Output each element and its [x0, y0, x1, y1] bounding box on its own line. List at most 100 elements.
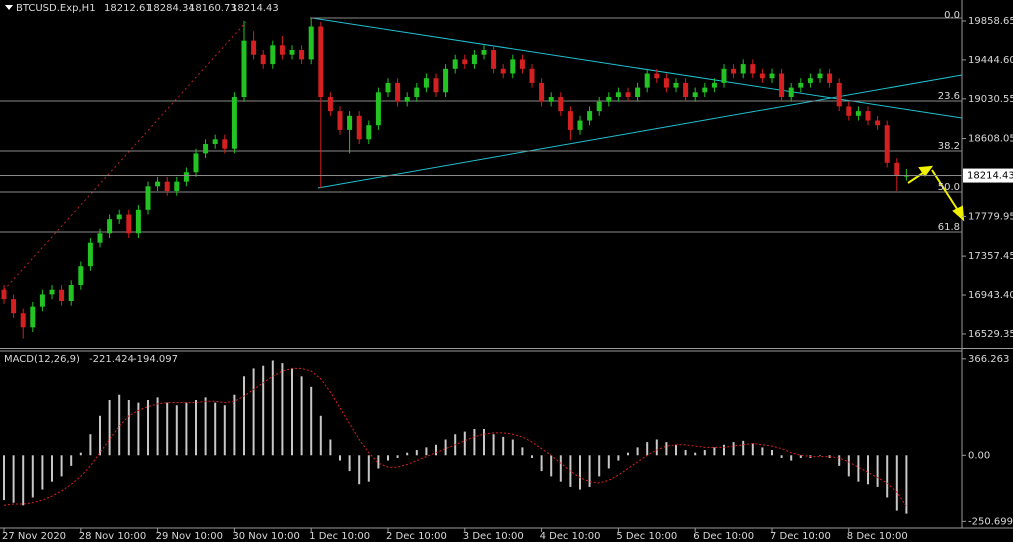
candle-body	[471, 54, 477, 65]
macd-bar	[223, 405, 226, 456]
candle-body	[30, 306, 36, 328]
x-tick-label: 3 Dec 10:00	[463, 531, 524, 542]
candle-body	[740, 64, 746, 74]
macd-bar	[185, 402, 188, 456]
candle-body	[625, 92, 631, 98]
macd-bar	[857, 455, 860, 482]
x-tick-label: 5 Dec 10:00	[616, 531, 677, 542]
y-tick-label: 18608.05	[968, 134, 1013, 145]
macd-bar	[521, 447, 524, 456]
candle-body	[260, 54, 266, 65]
macd-bar	[70, 455, 73, 466]
macd-bar	[771, 450, 773, 456]
macd-bar	[665, 442, 668, 456]
macd-bar	[166, 402, 169, 456]
candle-body	[587, 111, 593, 121]
ohlc-close: 18214.43	[231, 3, 279, 14]
ohlc-open: 18212.61	[104, 3, 152, 14]
macd-bar	[723, 444, 725, 456]
candle-body	[769, 73, 775, 79]
macd-bar	[838, 455, 841, 466]
candle-body	[423, 78, 429, 88]
candle-body	[644, 73, 650, 88]
candle-body	[855, 111, 861, 116]
candle-body	[337, 111, 343, 130]
macd-bar	[780, 455, 783, 458]
macd-bar	[214, 402, 217, 456]
candle-body	[529, 68, 535, 83]
x-tick-label: 29 Nov 10:00	[156, 531, 223, 542]
symbol: BTCUSD.Exp,H1	[16, 3, 96, 14]
macd-bar	[713, 447, 716, 456]
x-tick-label: 27 Nov 2020	[2, 531, 66, 542]
signal-value: -194.097	[133, 354, 178, 365]
macd-bar	[377, 455, 380, 469]
candle-body	[548, 97, 554, 102]
macd-bar	[742, 440, 745, 456]
candle-body	[164, 181, 170, 192]
candle-body	[183, 172, 189, 182]
macd-bar	[598, 455, 601, 477]
macd-bar	[319, 415, 322, 456]
candle-body	[510, 59, 516, 74]
candle-body	[894, 162, 900, 176]
candle-body	[11, 299, 17, 314]
macd-bar	[291, 368, 293, 456]
fib-label: 0.0	[944, 10, 960, 21]
candle-body	[20, 313, 26, 328]
macd-bar	[243, 376, 245, 456]
candle-body	[135, 209, 141, 234]
macd-bar	[646, 442, 649, 456]
candle-body	[327, 97, 333, 112]
menu-triangle[interactable]	[5, 5, 13, 10]
macd-bar	[22, 455, 25, 506]
candle-body	[615, 92, 621, 98]
macd-bar	[387, 455, 389, 461]
macd-bar	[252, 368, 255, 456]
macd-bar	[156, 397, 159, 456]
macd-bar	[262, 365, 265, 456]
x-tick-label: 2 Dec 10:00	[386, 531, 447, 542]
candle-body	[433, 78, 439, 93]
macd-bar	[617, 455, 620, 461]
y-tick-label: -250.699	[968, 516, 1013, 527]
macd-bar	[463, 431, 466, 456]
candle-body	[798, 82, 804, 88]
macd-bar	[195, 399, 197, 456]
y-tick-label: 16943.40	[968, 290, 1013, 301]
price-label: 18214.43	[967, 171, 1013, 182]
macd-bar	[51, 455, 53, 482]
candle-body	[827, 73, 833, 83]
candle-body	[145, 186, 151, 210]
macd-bar	[108, 399, 111, 456]
candle-body	[788, 87, 794, 98]
candle-body	[481, 50, 487, 55]
signal-line	[3, 367, 907, 507]
macd-bar	[799, 455, 802, 458]
macd-bar	[271, 360, 274, 456]
macd-bar	[3, 455, 5, 501]
candle-body	[107, 219, 113, 234]
macd-bar	[675, 444, 677, 456]
candle-body	[577, 120, 583, 130]
candle-body	[155, 181, 161, 187]
candle-body	[49, 289, 55, 295]
candle-body	[366, 125, 372, 140]
macd-bar	[31, 455, 34, 498]
macd-bar	[751, 443, 754, 456]
candle-body	[97, 233, 103, 243]
macd-bar	[89, 434, 92, 456]
candle-body	[375, 92, 381, 126]
x-tick-label: 8 Dec 10:00	[847, 531, 908, 542]
candle-body	[596, 101, 602, 112]
x-tick-label: 6 Dec 10:00	[693, 531, 754, 542]
macd-bar	[79, 452, 82, 456]
candle-body	[203, 144, 209, 154]
macd-bar	[396, 455, 399, 458]
macd-bar	[732, 442, 735, 456]
macd-bar	[847, 455, 850, 477]
candle-body	[395, 82, 401, 102]
macd-bar	[819, 455, 821, 456]
candle-body	[193, 153, 199, 173]
